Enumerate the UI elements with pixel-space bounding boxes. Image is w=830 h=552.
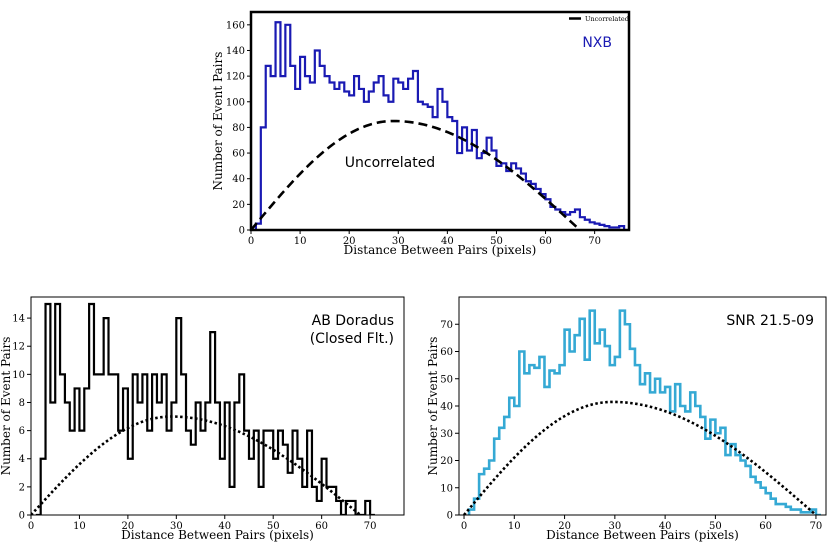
uncorrelated-inline-label: Uncorrelated — [345, 155, 435, 171]
y-tick-label: 14 — [12, 314, 25, 325]
y-tick-label: 6 — [19, 426, 25, 437]
legend: Uncorrelated — [569, 15, 629, 23]
y-tick-label: 8 — [19, 398, 25, 409]
plot-area — [31, 302, 375, 515]
y-tick-label: 80 — [232, 123, 245, 134]
y-tick-label: 20 — [232, 200, 245, 211]
y-tick-label: 10 — [12, 370, 25, 381]
y-tick-label: 160 — [226, 20, 245, 31]
x-tick-label: 10 — [73, 521, 86, 532]
x-tick-label: 20 — [122, 521, 135, 532]
x-tick-label: 10 — [508, 521, 521, 532]
y-tick-label: 0 — [239, 226, 245, 237]
axes-frame — [30, 296, 405, 516]
x-tick-label: 70 — [588, 236, 601, 247]
y-tick-label: 100 — [226, 97, 245, 108]
y-tick-label: 40 — [440, 402, 453, 413]
y-tick-label: 140 — [226, 46, 245, 57]
series-nxb — [254, 21, 626, 230]
x-tick-label: 30 — [608, 521, 621, 532]
panel-annotation-line: (Closed Flt.) — [310, 331, 394, 347]
x-tick-label: 50 — [267, 521, 280, 532]
x-tick-label: 50 — [709, 521, 722, 532]
x-axis-label: Distance Between Pairs (pixels) — [344, 243, 537, 257]
y-tick-label: 10 — [440, 483, 453, 494]
y-tick-label: 4 — [19, 454, 25, 465]
x-tick-label: 60 — [539, 236, 552, 247]
y-tick-label: 70 — [440, 320, 453, 331]
plot-area — [251, 21, 626, 230]
y-axis-label: Number of Event Pairs — [0, 337, 13, 476]
y-tick-label: 20 — [440, 456, 453, 467]
x-tick-label: 0 — [461, 521, 467, 532]
x-tick-label: 0 — [248, 236, 254, 247]
legend-entry: Uncorrelated — [585, 15, 629, 23]
panel-annotation: SNR 21.5-09 — [726, 313, 814, 329]
series-ab-doradus — [35, 302, 375, 515]
y-tick-label: 2 — [19, 482, 25, 493]
x-tick-label: 20 — [558, 521, 571, 532]
series-uncorrelated-curve — [31, 415, 362, 515]
x-tick-label: 30 — [170, 521, 183, 532]
chart-panel-bottom-left: 0 10 20 30 40 50 60 70 0 2 4 6 8 10 12 14 Distance Betwe… — [0, 296, 405, 542]
chart-panel-top: 0 10 20 30 40 50 60 70 0 20 40 60 80 100 120 140 160 Dist… — [211, 10, 631, 257]
x-tick-label: 30 — [392, 236, 405, 247]
y-tick-label: 60 — [440, 347, 453, 358]
series-snr-21-5-09 — [467, 309, 821, 515]
x-tick-label: 70 — [810, 521, 823, 532]
y-tick-label: 60 — [232, 149, 245, 160]
panel-annotation-line: AB Doradus — [312, 313, 394, 329]
x-tick-label: 60 — [759, 521, 772, 532]
y-tick-label: 0 — [447, 511, 453, 522]
y-tick-label: 30 — [440, 429, 453, 440]
y-tick-label: 50 — [440, 374, 453, 385]
panel-annotation: NXB — [582, 35, 612, 51]
x-tick-label: 70 — [364, 521, 377, 532]
x-tick-label: 40 — [441, 236, 454, 247]
x-tick-label: 40 — [218, 521, 231, 532]
series-uncorrelated-curve — [463, 400, 817, 515]
x-tick-label: 20 — [343, 236, 356, 247]
series-uncorrelated-curve — [251, 119, 581, 230]
plot-area — [463, 309, 821, 515]
x-tick-label: 60 — [315, 521, 328, 532]
y-tick-label: 0 — [19, 511, 25, 522]
y-tick-label: 120 — [226, 72, 245, 83]
x-tick-label: 0 — [28, 521, 34, 532]
y-tick-label: 40 — [232, 174, 245, 185]
chart-panel-bottom-right: 0 10 20 30 40 50 60 70 0 10 20 30 40 50 60 70 Distance B… — [426, 296, 827, 542]
axes-frame — [249, 10, 631, 232]
x-tick-label: 10 — [294, 236, 307, 247]
y-axis-label: Number of Event Pairs — [211, 52, 225, 191]
x-axis-label: Distance Between Pairs (pixels) — [121, 528, 314, 542]
x-axis-label: Distance Between Pairs (pixels) — [546, 528, 739, 542]
y-axis-label: Number of Event Pairs — [426, 337, 440, 476]
x-tick-label: 50 — [490, 236, 503, 247]
x-tick-label: 40 — [659, 521, 672, 532]
y-tick-label: 12 — [12, 342, 25, 353]
